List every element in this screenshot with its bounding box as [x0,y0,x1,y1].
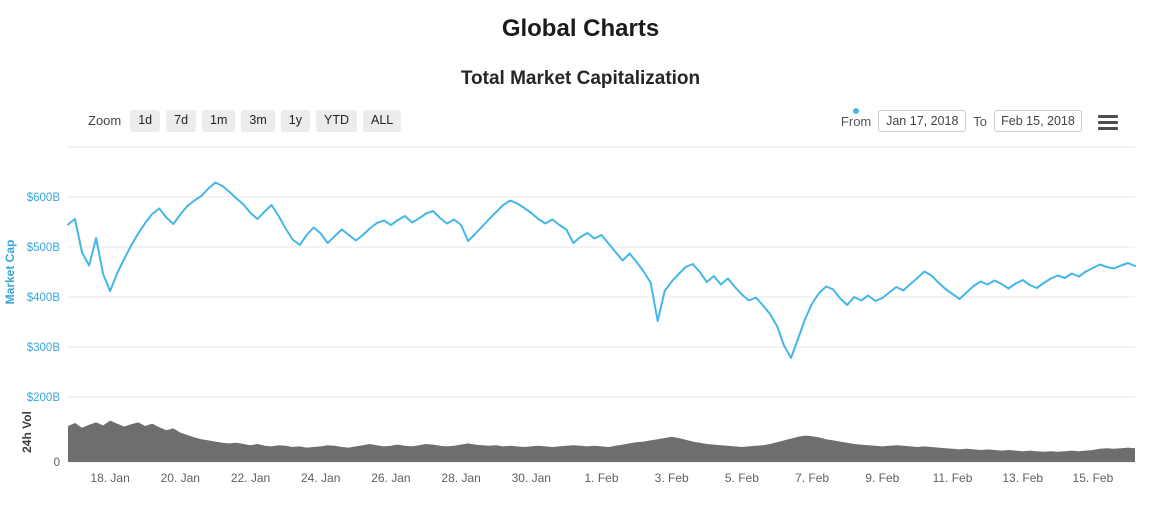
x-axis-label: 18. Jan [90,471,129,485]
market-cap-y-axis-label: $400B [27,292,61,304]
x-axis-label: 13. Feb [1002,471,1043,485]
zoom-button-3m[interactable]: 3m [241,110,275,132]
to-label: To [973,113,987,129]
zoom-button-1m[interactable]: 1m [202,110,236,132]
x-axis-label: 1. Feb [584,471,618,485]
zoom-button-1d[interactable]: 1d [130,110,161,132]
x-axis-label: 30. Jan [512,471,551,485]
market-cap-series [67,181,1136,359]
market-cap-axis-title: Market Cap [3,240,17,305]
market-cap-y-axis-label: $600B [27,192,61,204]
x-axis-label: 3. Feb [655,471,689,485]
market-cap-chart[interactable]: $600B $500B $400B $300B $200B 0 Market Cap 24h … [0,145,1161,490]
x-axis-label: 22. Jan [231,471,270,485]
market-cap-y-axis-label: $200B [27,392,61,404]
hamburger-icon [1098,121,1118,124]
x-axis-label: 9. Feb [865,471,899,485]
x-axis-label: 11. Feb [933,471,973,485]
from-date-input[interactable] [878,110,967,132]
chart-title: Total Market Capitalization [460,68,701,89]
x-axis-label: 26. Jan [371,471,410,485]
page-title: Global Charts [501,15,660,42]
hamburger-icon [1098,127,1118,130]
from-label: From [840,113,872,129]
zoom-button-ytd[interactable]: YTD [316,110,357,132]
x-axis-label: 28. Jan [441,471,480,485]
x-axis-label: 5. Feb [725,471,759,485]
x-axis-label: 7. Feb [795,471,829,485]
volume-y-axis-label: 0 [54,457,60,469]
zoom-button-all[interactable]: ALL [363,110,402,132]
market-cap-y-axis-label: $300B [27,342,61,354]
volume-axis-title: 24h Vol [20,411,34,453]
x-axis-label: 20. Jan [161,471,200,485]
from-input-marker-icon [853,108,859,114]
x-axis-label: 24. Jan [301,471,340,485]
market-cap-y-axis-label: $500B [27,242,61,254]
x-axis-label: 15. Feb [1073,471,1114,485]
zoom-button-7d[interactable]: 7d [166,110,197,132]
zoom-button-1y[interactable]: 1y [280,110,310,132]
zoom-label: Zoom [88,113,122,129]
zoom-range-selector: Zoom 1d 7d 1m 3m 1y YTD ALL [88,110,402,132]
hamburger-icon [1098,115,1118,118]
date-range-inputs: From To [841,110,1082,132]
chart-context-menu-button[interactable] [1098,115,1118,130]
to-date-input[interactable] [994,110,1082,132]
volume-area-series [68,420,1135,462]
